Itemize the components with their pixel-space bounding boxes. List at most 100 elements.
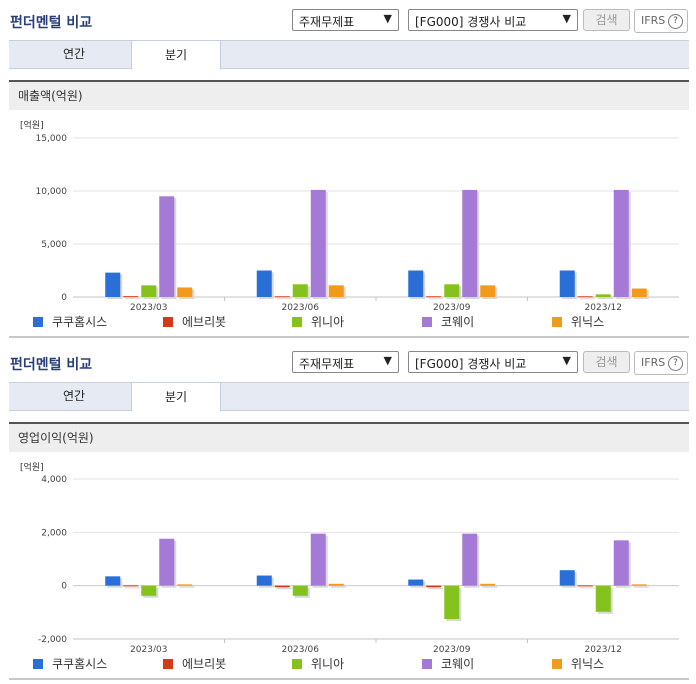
tab-quarterly[interactable]: 분기 — [131, 382, 221, 412]
y-tick-label: 0 — [61, 582, 67, 592]
period-tabs: 연간 분기 — [9, 382, 689, 412]
panel-title: 펀더멘털 비교 — [10, 357, 93, 373]
metric-title: 매출액(억원) — [9, 80, 689, 110]
bar — [595, 294, 611, 297]
bar — [274, 296, 290, 298]
x-tick-label: 2023/12 — [585, 645, 622, 652]
legend-swatch — [163, 659, 173, 669]
y-tick-label: 0 — [61, 293, 67, 303]
bar — [408, 579, 424, 586]
y-tick-label: 2,000 — [41, 528, 67, 538]
bar — [159, 538, 175, 586]
legend-label: 코웨이 — [441, 315, 475, 329]
bar-shadow — [179, 586, 195, 588]
bar — [310, 533, 326, 586]
chevron-down-icon: ▼ — [383, 12, 392, 25]
bar — [480, 285, 496, 297]
legend-item-coway: 코웨이 — [422, 655, 474, 672]
y-tick-label: 4,000 — [41, 475, 67, 485]
legend-swatch — [422, 317, 432, 327]
panel-divider — [9, 678, 689, 680]
legend-label: 위닉스 — [571, 315, 605, 329]
bar — [631, 288, 647, 297]
bar — [141, 285, 157, 297]
statement-select-value: 주재무제표 — [299, 15, 355, 29]
group-select[interactable]: [FG000] 경쟁사 비교 ▼ — [408, 351, 578, 373]
unit-label: [억원] — [20, 461, 44, 473]
tab-annual[interactable]: 연간 — [62, 389, 86, 403]
bar — [328, 285, 344, 297]
panel-header: 펀더멘털 비교 주재무제표 ▼ [FG000] 경쟁사 비교 ▼ 검색 IFRS… — [0, 0, 696, 38]
bar — [159, 196, 175, 297]
legend-swatch — [163, 317, 173, 327]
bar-shadow — [276, 298, 292, 300]
statement-select[interactable]: 주재무제표 ▼ — [292, 9, 399, 31]
chart-legend: 쿠쿠홈시스 에브리봇 위니아 코웨이 위닉스 — [0, 655, 696, 673]
bar — [292, 284, 308, 297]
legend-item-everybot: 에브리봇 — [163, 313, 226, 330]
legend-swatch — [422, 659, 432, 669]
legend-label: 에브리봇 — [182, 315, 227, 329]
statement-select[interactable]: 주재무제표 ▼ — [292, 351, 399, 373]
x-tick-label: 2023/03 — [130, 645, 167, 652]
tab-annual[interactable]: 연간 — [62, 47, 86, 61]
ifrs-help-button[interactable]: IFRS ? — [634, 9, 688, 33]
bar — [426, 585, 442, 588]
search-button[interactable]: 검색 — [583, 9, 630, 31]
bar — [444, 585, 460, 619]
search-button[interactable]: 검색 — [583, 351, 630, 373]
bar — [256, 575, 272, 586]
panel-header: 펀더멘털 비교 주재무제표 ▼ [FG000] 경쟁사 비교 ▼ 검색 IFRS… — [0, 342, 696, 380]
legend-label: 위니아 — [311, 657, 345, 671]
panel-divider — [9, 336, 689, 338]
legend-label: 쿠쿠홈시스 — [52, 315, 108, 329]
tab-quarterly[interactable]: 분기 — [131, 40, 221, 70]
bar-shadow — [579, 298, 595, 300]
y-tick-label: 15,000 — [36, 134, 68, 144]
panel-title: 펀더멘털 비교 — [10, 15, 93, 31]
ifrs-label: IFRS — [641, 356, 666, 369]
x-tick-label: 2023/06 — [282, 645, 320, 652]
bar-shadow — [633, 586, 649, 588]
revenue-bar-chart: [억원] 0 5,000 10,000 15,000 2023/03 2023/06 2023… — [20, 119, 679, 310]
group-select[interactable]: [FG000] 경쟁사 비교 ▼ — [408, 9, 578, 31]
metric-title: 영업이익(억원) — [9, 422, 689, 452]
bar — [426, 296, 442, 298]
x-tick-label: 2023/09 — [433, 303, 471, 310]
legend-item-winix: 위닉스 — [552, 655, 604, 672]
fundamental-panel-operating-profit: 펀더멘털 비교 주재무제표 ▼ [FG000] 경쟁사 비교 ▼ 검색 IFRS… — [0, 342, 696, 684]
bar — [559, 570, 575, 586]
chevron-down-icon: ▼ — [383, 354, 392, 367]
group-select-value: [FG000] 경쟁사 비교 — [415, 357, 527, 371]
legend-swatch — [292, 317, 302, 327]
bar-shadow — [428, 298, 444, 300]
y-tick-label: -2,000 — [38, 635, 67, 645]
bar — [274, 585, 290, 588]
legend-swatch — [292, 659, 302, 669]
legend-label: 코웨이 — [441, 657, 475, 671]
bar-shadow — [482, 585, 498, 588]
bar — [177, 287, 193, 297]
legend-item-winia: 위니아 — [292, 313, 344, 330]
unit-label: [억원] — [20, 119, 44, 131]
legend-swatch — [552, 659, 562, 669]
x-tick-label: 2023/12 — [585, 303, 622, 310]
bar-shadow — [428, 587, 444, 590]
legend-label: 위닉스 — [571, 657, 605, 671]
legend-item-winix: 위닉스 — [552, 313, 604, 330]
bar — [123, 296, 139, 298]
ifrs-label: IFRS — [641, 14, 666, 27]
bar — [408, 270, 424, 297]
bar — [595, 585, 611, 612]
bar — [256, 270, 272, 297]
bar-shadow — [125, 587, 141, 589]
bar — [123, 585, 139, 587]
bar — [292, 585, 308, 596]
ifrs-help-button[interactable]: IFRS ? — [634, 351, 688, 375]
fundamental-panel-revenue: 펀더멘털 비교 주재무제표 ▼ [FG000] 경쟁사 비교 ▼ 검색 IFRS… — [0, 0, 696, 338]
legend-item-everybot: 에브리봇 — [163, 655, 226, 672]
x-tick-label: 2023/03 — [130, 303, 167, 310]
bar — [577, 585, 593, 587]
bar — [613, 540, 629, 586]
bar-shadow — [579, 587, 595, 589]
